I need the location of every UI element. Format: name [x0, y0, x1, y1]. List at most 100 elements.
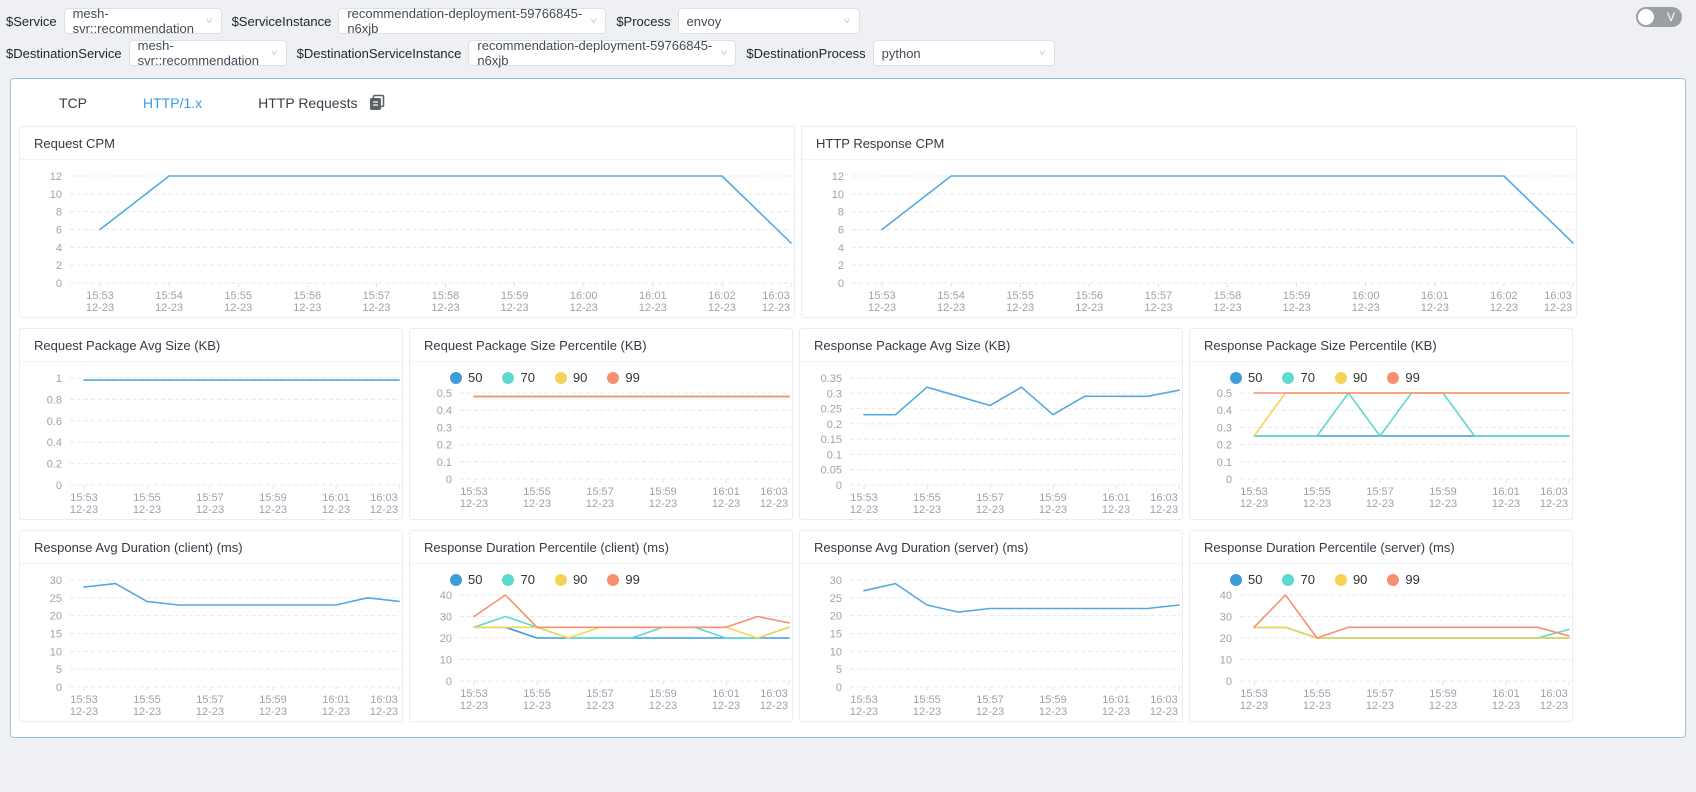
legend-item-99[interactable]: 99 — [1387, 370, 1420, 385]
x-tick-sublabel: 12-23 — [1006, 302, 1034, 314]
x-tick-label: 16:01 — [1421, 290, 1449, 302]
y-tick-label: 10 — [440, 655, 452, 667]
legend-item-70[interactable]: 70 — [1282, 572, 1315, 587]
filter-bar: $Service mesh-svr::recommendation ˅ $Ser… — [0, 0, 1696, 76]
y-tick-label: 10 — [832, 189, 844, 201]
x-tick-label: 15:54 — [937, 290, 965, 302]
y-tick-label: 0.5 — [1217, 388, 1232, 400]
x-tick-sublabel: 12-23 — [1039, 504, 1067, 516]
view-toggle[interactable]: V — [1636, 7, 1682, 27]
x-tick-sublabel: 12-23 — [1240, 498, 1268, 510]
legend-item-70[interactable]: 70 — [1282, 370, 1315, 385]
destination-service-instance-select[interactable]: recommendation-deployment-59766845-n6xjb… — [468, 38, 737, 68]
service-instance-select[interactable]: recommendation-deployment-59766845-n6xjb… — [338, 6, 607, 36]
x-tick-label: 15:59 — [1283, 290, 1311, 302]
x-tick-sublabel: 12-23 — [1102, 706, 1130, 718]
x-tick-sublabel: 12-23 — [370, 504, 398, 516]
chevron-down-icon: ˅ — [590, 15, 598, 27]
legend-label: 99 — [1405, 370, 1420, 385]
x-tick-sublabel: 12-23 — [1366, 700, 1394, 712]
chart-legend: 50 70 90 99 — [410, 362, 792, 385]
y-tick-label: 0 — [56, 278, 62, 290]
tab-tcp[interactable]: TCP — [59, 94, 87, 111]
legend-item-70[interactable]: 70 — [502, 572, 535, 587]
y-tick-label: 10 — [830, 646, 842, 658]
x-tick-label: 15:53 — [70, 694, 98, 706]
x-tick-label: 15:57 — [196, 492, 224, 504]
chevron-down-icon: ˅ — [205, 15, 213, 27]
tab-http-requests[interactable]: HTTP Requests — [258, 94, 358, 111]
legend-dot-icon — [502, 371, 515, 384]
legend-item-99[interactable]: 99 — [607, 370, 640, 385]
x-tick-label: 15:59 — [1039, 492, 1067, 504]
legend-item-50[interactable]: 50 — [1230, 370, 1262, 385]
y-tick-label: 20 — [440, 633, 452, 645]
y-tick-label: 30 — [50, 575, 62, 587]
y-tick-label: 0 — [836, 480, 842, 492]
x-tick-label: 16:03 — [370, 492, 398, 504]
legend-item-99[interactable]: 99 — [1387, 572, 1420, 587]
y-tick-label: 0 — [446, 676, 452, 688]
filter-destination-service: $DestinationService mesh-svr::recommenda… — [6, 38, 287, 68]
legend-label: 90 — [1352, 572, 1368, 587]
y-tick-label: 0.2 — [47, 459, 62, 471]
x-tick-sublabel: 12-23 — [1240, 700, 1268, 712]
legend-item-70[interactable]: 70 — [502, 370, 535, 385]
legend-item-50[interactable]: 50 — [1230, 572, 1262, 587]
chart-plot: 0.350.30.250.20.150.10.05015:5312-2315:5… — [821, 373, 1181, 516]
y-tick-label: 8 — [56, 207, 62, 219]
legend-item-90[interactable]: 90 — [554, 370, 587, 385]
x-tick-sublabel: 12-23 — [586, 498, 614, 510]
y-tick-label: 6 — [56, 225, 62, 237]
y-tick-label: 30 — [440, 612, 452, 624]
y-tick-label: 0.6 — [47, 416, 62, 428]
x-tick-sublabel: 12-23 — [293, 302, 321, 314]
y-tick-label: 10 — [50, 646, 62, 658]
x-tick-sublabel: 12-23 — [460, 700, 488, 712]
legend-item-50[interactable]: 50 — [450, 572, 482, 587]
tab-http1x[interactable]: HTTP/1.x — [143, 94, 203, 111]
x-tick-label: 16:01 — [1102, 694, 1130, 706]
destination-process-select[interactable]: python ˅ — [872, 40, 1055, 66]
legend-item-90[interactable]: 90 — [1334, 370, 1367, 385]
x-tick-sublabel: 12-23 — [913, 504, 941, 516]
service-select[interactable]: mesh-svr::recommendation ˅ — [63, 6, 222, 36]
x-tick-label: 15:57 — [363, 290, 391, 302]
x-tick-label: 16:01 — [712, 486, 740, 498]
legend-item-90[interactable]: 90 — [1334, 572, 1368, 587]
y-tick-label: 0 — [1226, 474, 1232, 486]
x-tick-sublabel: 12-23 — [431, 302, 459, 314]
chevron-down-icon: ˅ — [1038, 47, 1046, 59]
x-tick-sublabel: 12-23 — [133, 504, 161, 516]
legend-item-99[interactable]: 99 — [607, 572, 640, 587]
x-tick-label: 15:59 — [649, 688, 677, 700]
destination-service-label: $DestinationService — [6, 45, 122, 61]
x-tick-label: 15:53 — [86, 290, 114, 302]
x-tick-label: 15:59 — [259, 492, 287, 504]
y-tick-label: 12 — [832, 171, 844, 183]
y-tick-label: 20 — [1220, 633, 1232, 645]
legend-item-90[interactable]: 90 — [554, 572, 587, 587]
y-tick-label: 12 — [50, 171, 62, 183]
copy-icon[interactable] — [369, 94, 386, 111]
charts-grid: Request CPM 12 10 8 6 4 2 0 15:53 12-23 15:54 12-23… — [11, 124, 1587, 722]
y-tick-label: 30 — [830, 575, 842, 587]
x-tick-sublabel: 12-23 — [1421, 302, 1449, 314]
series-line-value — [83, 582, 400, 606]
x-tick-sublabel: 12-23 — [1540, 700, 1568, 712]
x-tick-sublabel: 12-23 — [1303, 498, 1331, 510]
x-tick-sublabel: 12-23 — [196, 504, 224, 516]
destination-service-select[interactable]: mesh-svr::recommendation ˅ — [128, 38, 287, 68]
process-select[interactable]: envoy ˅ — [677, 8, 860, 34]
y-tick-label: 0 — [56, 682, 62, 694]
legend-label: 70 — [520, 370, 535, 385]
legend-label: 70 — [520, 572, 535, 587]
x-tick-sublabel: 12-23 — [1366, 498, 1394, 510]
y-tick-label: 0.35 — [821, 373, 842, 385]
x-tick-label: 15:55 — [133, 492, 161, 504]
legend-item-50[interactable]: 50 — [450, 370, 482, 385]
x-tick-sublabel: 12-23 — [913, 706, 941, 718]
x-tick-sublabel: 12-23 — [1544, 302, 1572, 314]
x-tick-sublabel: 12-23 — [1303, 700, 1331, 712]
x-tick-label: 16:03 — [1150, 694, 1178, 706]
